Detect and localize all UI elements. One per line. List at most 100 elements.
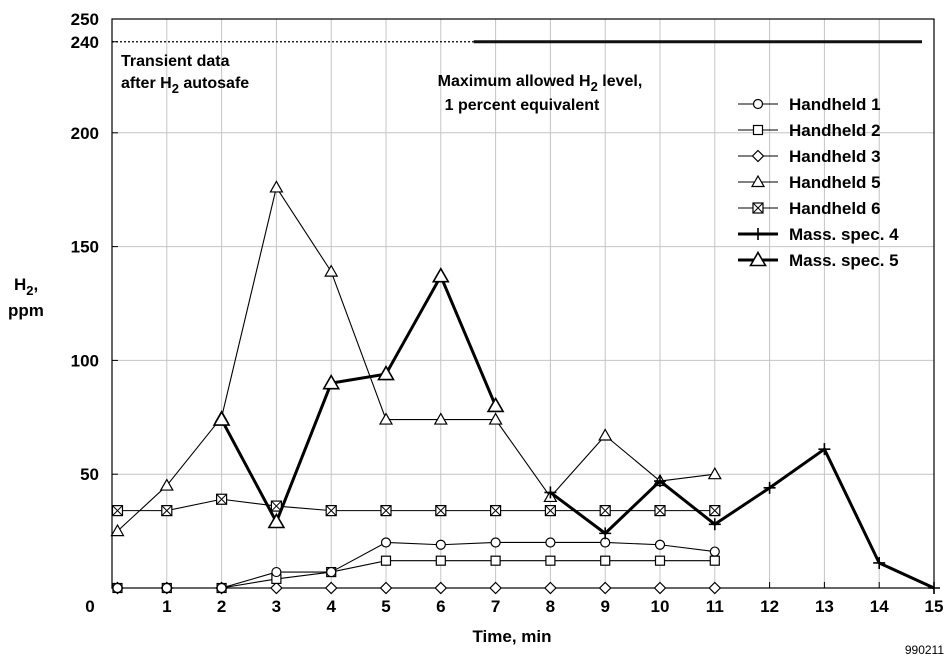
data-point-cross	[271, 500, 282, 512]
data-point	[544, 505, 557, 517]
data-point	[380, 555, 392, 566]
data-point	[709, 555, 720, 566]
data-point	[216, 582, 227, 594]
x-tick-label: 10	[651, 597, 670, 616]
data-point	[598, 581, 612, 595]
series-mass-spec-5	[212, 267, 505, 529]
series-handheld-5	[110, 180, 722, 537]
data-point	[654, 539, 666, 550]
data-point-cross	[654, 505, 666, 516]
data-point	[654, 505, 666, 517]
data-point-cross	[216, 493, 227, 505]
legend-marker-cross	[752, 202, 764, 214]
x-tick-label: 0	[85, 597, 94, 616]
legend-label: Handheld 6	[789, 199, 881, 218]
x-tick-label: 5	[381, 597, 390, 616]
legend-item: Handheld 1	[738, 95, 881, 114]
data-point	[544, 581, 557, 595]
data-point	[322, 374, 341, 390]
x-tick-label: 15	[925, 597, 944, 616]
legend-item: Mass. spec. 4	[738, 225, 899, 244]
y-tick-label: 200	[71, 124, 99, 143]
series-group	[110, 180, 940, 595]
data-point-cross	[490, 505, 501, 516]
legend-item: Handheld 5	[738, 173, 881, 192]
x-tick-label: 9	[600, 597, 609, 616]
legend-marker	[752, 202, 764, 214]
data-point	[873, 556, 886, 569]
x-tick-label: 3	[272, 597, 281, 616]
data-point	[378, 412, 394, 425]
y-axis-title: H2,	[14, 275, 38, 298]
data-point	[763, 481, 776, 494]
series-handheld-6	[111, 493, 721, 517]
data-point	[544, 486, 557, 499]
series-mass-spec-4	[544, 443, 940, 594]
x-tick-label: 2	[217, 597, 226, 616]
data-point	[380, 505, 392, 517]
series-handheld-1	[112, 537, 720, 594]
data-point	[271, 566, 282, 578]
transient-annotation-line2: after H2 autosafe	[121, 75, 249, 96]
data-point	[435, 505, 447, 517]
x-tick-label: 1	[162, 597, 171, 616]
data-point	[434, 581, 448, 595]
data-point	[598, 428, 613, 441]
data-point	[545, 555, 556, 566]
data-point-cross	[545, 505, 556, 516]
data-point-cross	[161, 505, 173, 516]
series-line	[117, 186, 715, 532]
data-point	[377, 364, 395, 381]
x-tick-label: 4	[326, 597, 336, 616]
x-tick-label: 12	[760, 597, 779, 616]
data-point	[380, 537, 392, 548]
data-point	[488, 412, 503, 425]
y-axis-title-unit: ppm	[8, 301, 44, 320]
legend-label: Handheld 3	[789, 147, 881, 166]
data-point	[490, 537, 501, 548]
data-point-cross	[709, 505, 721, 516]
legend-marker	[750, 174, 766, 188]
data-point	[326, 566, 337, 578]
legend-item: Handheld 3	[738, 147, 881, 166]
data-point	[216, 493, 228, 505]
data-point	[110, 523, 125, 537]
series-line	[220, 274, 497, 524]
data-point	[161, 582, 172, 594]
data-point	[654, 475, 666, 488]
x-tick-label: 6	[436, 597, 445, 616]
max-level-annotation-line1: Maximum allowed H2 level,	[438, 73, 643, 94]
y-tick-label: 50	[80, 465, 99, 484]
data-point	[490, 505, 502, 517]
legend-marker	[752, 228, 764, 240]
data-point	[818, 443, 831, 456]
x-tick-label: 7	[491, 597, 500, 616]
legend-label: Mass. spec. 5	[789, 251, 899, 270]
y-tick-label: 240	[71, 33, 99, 52]
series-line	[117, 541, 715, 589]
data-point	[159, 478, 174, 491]
x-tick-label: 11	[706, 597, 724, 616]
legend-item: Handheld 2	[738, 121, 881, 140]
data-point	[486, 396, 505, 413]
data-point	[431, 267, 450, 283]
max-level-annotation-line2: 1 percent equivalent	[445, 97, 600, 114]
data-point	[928, 582, 940, 594]
y-tick-label: 150	[71, 238, 99, 257]
data-point	[112, 582, 123, 594]
y-tick-label: 250	[71, 10, 99, 29]
data-point	[435, 555, 446, 566]
data-point	[325, 505, 337, 517]
legend-label: Handheld 2	[789, 121, 881, 140]
x-tick-label: 14	[870, 597, 889, 616]
data-point	[161, 505, 173, 517]
data-point-cross	[112, 505, 123, 516]
figure-id: 990211	[905, 643, 944, 657]
x-tick-label: 8	[546, 597, 555, 616]
series-line	[117, 498, 715, 512]
data-point	[489, 581, 502, 595]
x-axis-title: Time, min	[472, 627, 551, 646]
data-point	[269, 180, 284, 193]
legend-label: Handheld 5	[789, 173, 881, 192]
